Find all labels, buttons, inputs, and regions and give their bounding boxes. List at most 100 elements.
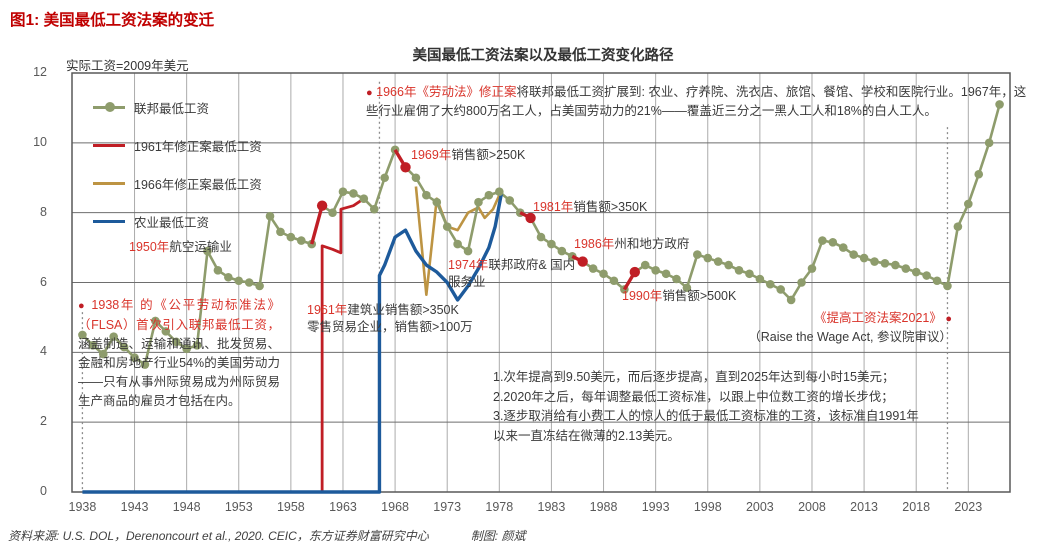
federal-line-marker-icon [93,102,125,112]
x-tick-1983: 1983 [537,500,566,514]
federal-point [745,269,754,279]
y-tick-8: 8 [40,204,47,219]
federal-point [109,332,118,341]
legend-label: 联邦最低工资 [134,101,210,116]
federal-point [234,276,244,286]
federal-point [192,341,202,350]
red-event-point-1961 [316,200,328,211]
federal-point [88,341,98,350]
red-event-point-1981 [525,212,536,224]
y-tick-2: 2 [40,414,47,429]
federal-point [182,344,191,354]
federal-point [119,342,129,352]
federal-point [422,190,431,200]
federal-point [880,258,890,268]
federal-point [359,194,369,203]
x-tick-1963: 1963 [329,500,357,514]
x-tick-1958: 1958 [276,500,305,514]
federal-point [765,279,775,289]
federal-point [693,250,702,259]
federal-point [442,222,452,231]
annotation-1938-flsa: ● 1938年 的《公平劳动标准法》（FLSA）首次引入联邦最低工资，涵盖制造、… [78,298,280,408]
federal-point [286,232,296,242]
legend-item-federal: 联邦最低工资 [93,88,262,126]
x-tick-1993: 1993 [641,500,670,514]
source-note: 资料来源: U.S. DOL，Derenoncourt et al., 2020… [8,527,567,544]
federal-point [338,187,348,197]
legend-label: 1966年修正案最低工资 [134,177,262,192]
federal-point [964,199,973,209]
federal-point [130,353,139,362]
federal-point [682,283,692,293]
legend-item-farm: 农业最低工资 [93,202,262,240]
federal-point [818,236,827,245]
federal-point [599,269,608,279]
federal-point [140,360,150,369]
annotation-2021-raise-the-wage-act: 《提高工资法案2021》 ● （Raise the Wage Act, 参议院审… [748,311,952,344]
federal-point [984,138,994,148]
federal-point [953,222,963,231]
x-tick-1998: 1998 [693,500,722,514]
federal-point [974,169,984,179]
bullet-icon: ● [366,87,373,99]
federal-point [255,281,264,291]
federal-point [807,264,817,273]
federal-point [828,238,838,247]
federal-point [151,316,160,326]
legend-label: 1961年修正案最低工资 [134,139,262,154]
gold-line-icon [93,178,125,188]
federal-point [265,211,275,221]
federal-point [849,250,858,259]
federal-point [411,173,421,183]
federal-point [244,278,254,287]
note-line-2: 2.2020年之后，每年调整最低工资标准，以跟上中位数工资的增长步伐； [493,389,894,404]
x-tick-1988: 1988 [589,500,618,514]
federal-point [943,281,952,291]
x-tick-2023: 2023 [954,500,983,514]
federal-point [588,264,598,273]
red-line-icon [93,140,125,150]
federal-point [536,232,546,242]
x-tick-2018: 2018 [902,500,931,514]
federal-point [651,265,660,275]
x-tick-1968: 1968 [381,500,409,514]
y-tick-10: 10 [33,134,47,149]
annotation-1974-federal-domestic: 1974年联邦政府& 国内服务业 [448,258,576,289]
federal-point [547,239,556,249]
x-tick-1943: 1943 [120,500,149,514]
legend-item-1966-amendment: 1966年修正案最低工资 [93,164,262,202]
red-event-point-1991 [629,266,640,278]
annotation-1986-state-local-gov: 1986年州和地方政府 [574,237,690,251]
federal-point [474,197,483,207]
note-line-1: 1.次年提高到9.50美元，而后逐步提高，直到2025年达到每小时15美元； [493,370,895,384]
annotation-1966-labor-law: ● 1966年《劳动法》修正案将联邦最低工资扩展到: 农业、疗养院、洗衣店、旅馆… [366,85,1027,118]
red-event-point-1986 [577,256,588,267]
federal-point [432,197,442,207]
federal-point [484,190,494,200]
federal-point [224,272,233,282]
red-event-point-1969 [400,162,411,173]
federal-point [932,276,942,286]
note-line-3: 3.逐步取消给有小费工人的惊人的低于最低工资标准的工资，该标准自1991年以来一… [493,409,919,443]
federal-point [922,271,931,280]
y-tick-0: 0 [40,484,47,498]
federal-point [786,295,796,305]
annotation-1950-air-transport: 1950年航空运输业 [129,240,232,254]
x-tick-2013: 2013 [850,500,878,514]
legend-label: 农业最低工资 [134,215,210,230]
y-tick-6: 6 [40,274,47,289]
federal-point [734,265,744,275]
federal-point [349,189,358,198]
bullet-icon: ● [945,313,952,325]
x-tick-1978: 1978 [485,500,514,514]
federal-point [995,100,1004,109]
federal-point [870,257,879,266]
federal-point [369,204,379,214]
federal-point [755,274,765,284]
federal-point [724,260,733,270]
legend-item-1961-amendment: 1961年修正案最低工资 [93,126,262,164]
federal-point [713,257,723,266]
federal-point [171,337,181,347]
federal-point [609,276,619,286]
source-text: 资料来源: U.S. DOL，Derenoncourt et al., 2020… [8,529,429,543]
